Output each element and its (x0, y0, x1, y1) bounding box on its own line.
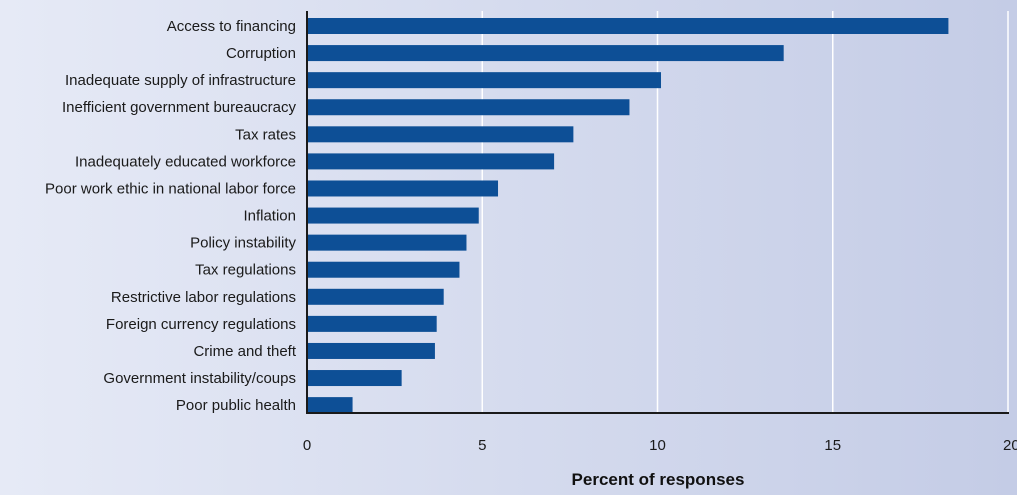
x-tick-label-0: 0 (303, 437, 311, 454)
category-label-5: Inadequately educated workforce (75, 153, 296, 170)
category-label-3: Inefficient government bureaucracy (62, 99, 297, 116)
bar-5 (308, 153, 555, 170)
x-tick-label-2: 10 (649, 437, 666, 454)
category-label-0: Access to financing (167, 18, 296, 35)
x-axis-title: Percent of responses (572, 470, 745, 489)
bar-4 (308, 126, 574, 143)
category-label-10: Restrictive labor regulations (111, 289, 296, 306)
bar-6 (308, 180, 499, 197)
category-label-14: Poor public health (176, 397, 296, 414)
x-tick-labels: 0 5 10 15 20 (303, 437, 1017, 454)
bar-2 (308, 72, 662, 89)
category-label-12: Crime and theft (193, 343, 296, 360)
category-label-11: Foreign currency regulations (106, 316, 296, 333)
category-label-8: Policy instability (190, 235, 296, 252)
bars (308, 18, 949, 414)
category-labels: Access to financing Corruption Inadequate … (45, 18, 297, 414)
category-label-9: Tax regulations (195, 262, 296, 279)
category-label-6: Poor work ethic in national labor force (45, 180, 296, 197)
x-tick-label-4: 20 (1003, 437, 1017, 454)
category-label-2: Inadequate supply of infrastructure (65, 72, 296, 89)
bar-8 (308, 234, 467, 251)
bar-3 (308, 99, 630, 116)
bar-1 (308, 45, 784, 62)
x-tick-label-1: 5 (478, 437, 486, 454)
bar-14 (308, 397, 353, 414)
bar-11 (308, 315, 437, 332)
category-label-1: Corruption (226, 45, 296, 62)
category-label-7: Inflation (243, 208, 296, 225)
bar-7 (308, 207, 479, 224)
category-label-13: Government instability/coups (103, 370, 296, 387)
bar-10 (308, 288, 444, 305)
axes (306, 11, 1009, 414)
category-label-4: Tax rates (235, 126, 296, 143)
bar-9 (308, 261, 460, 278)
bar-12 (308, 342, 435, 359)
bar-0 (308, 18, 949, 34)
x-tick-label-3: 15 (824, 437, 841, 454)
bar-13 (308, 370, 402, 387)
